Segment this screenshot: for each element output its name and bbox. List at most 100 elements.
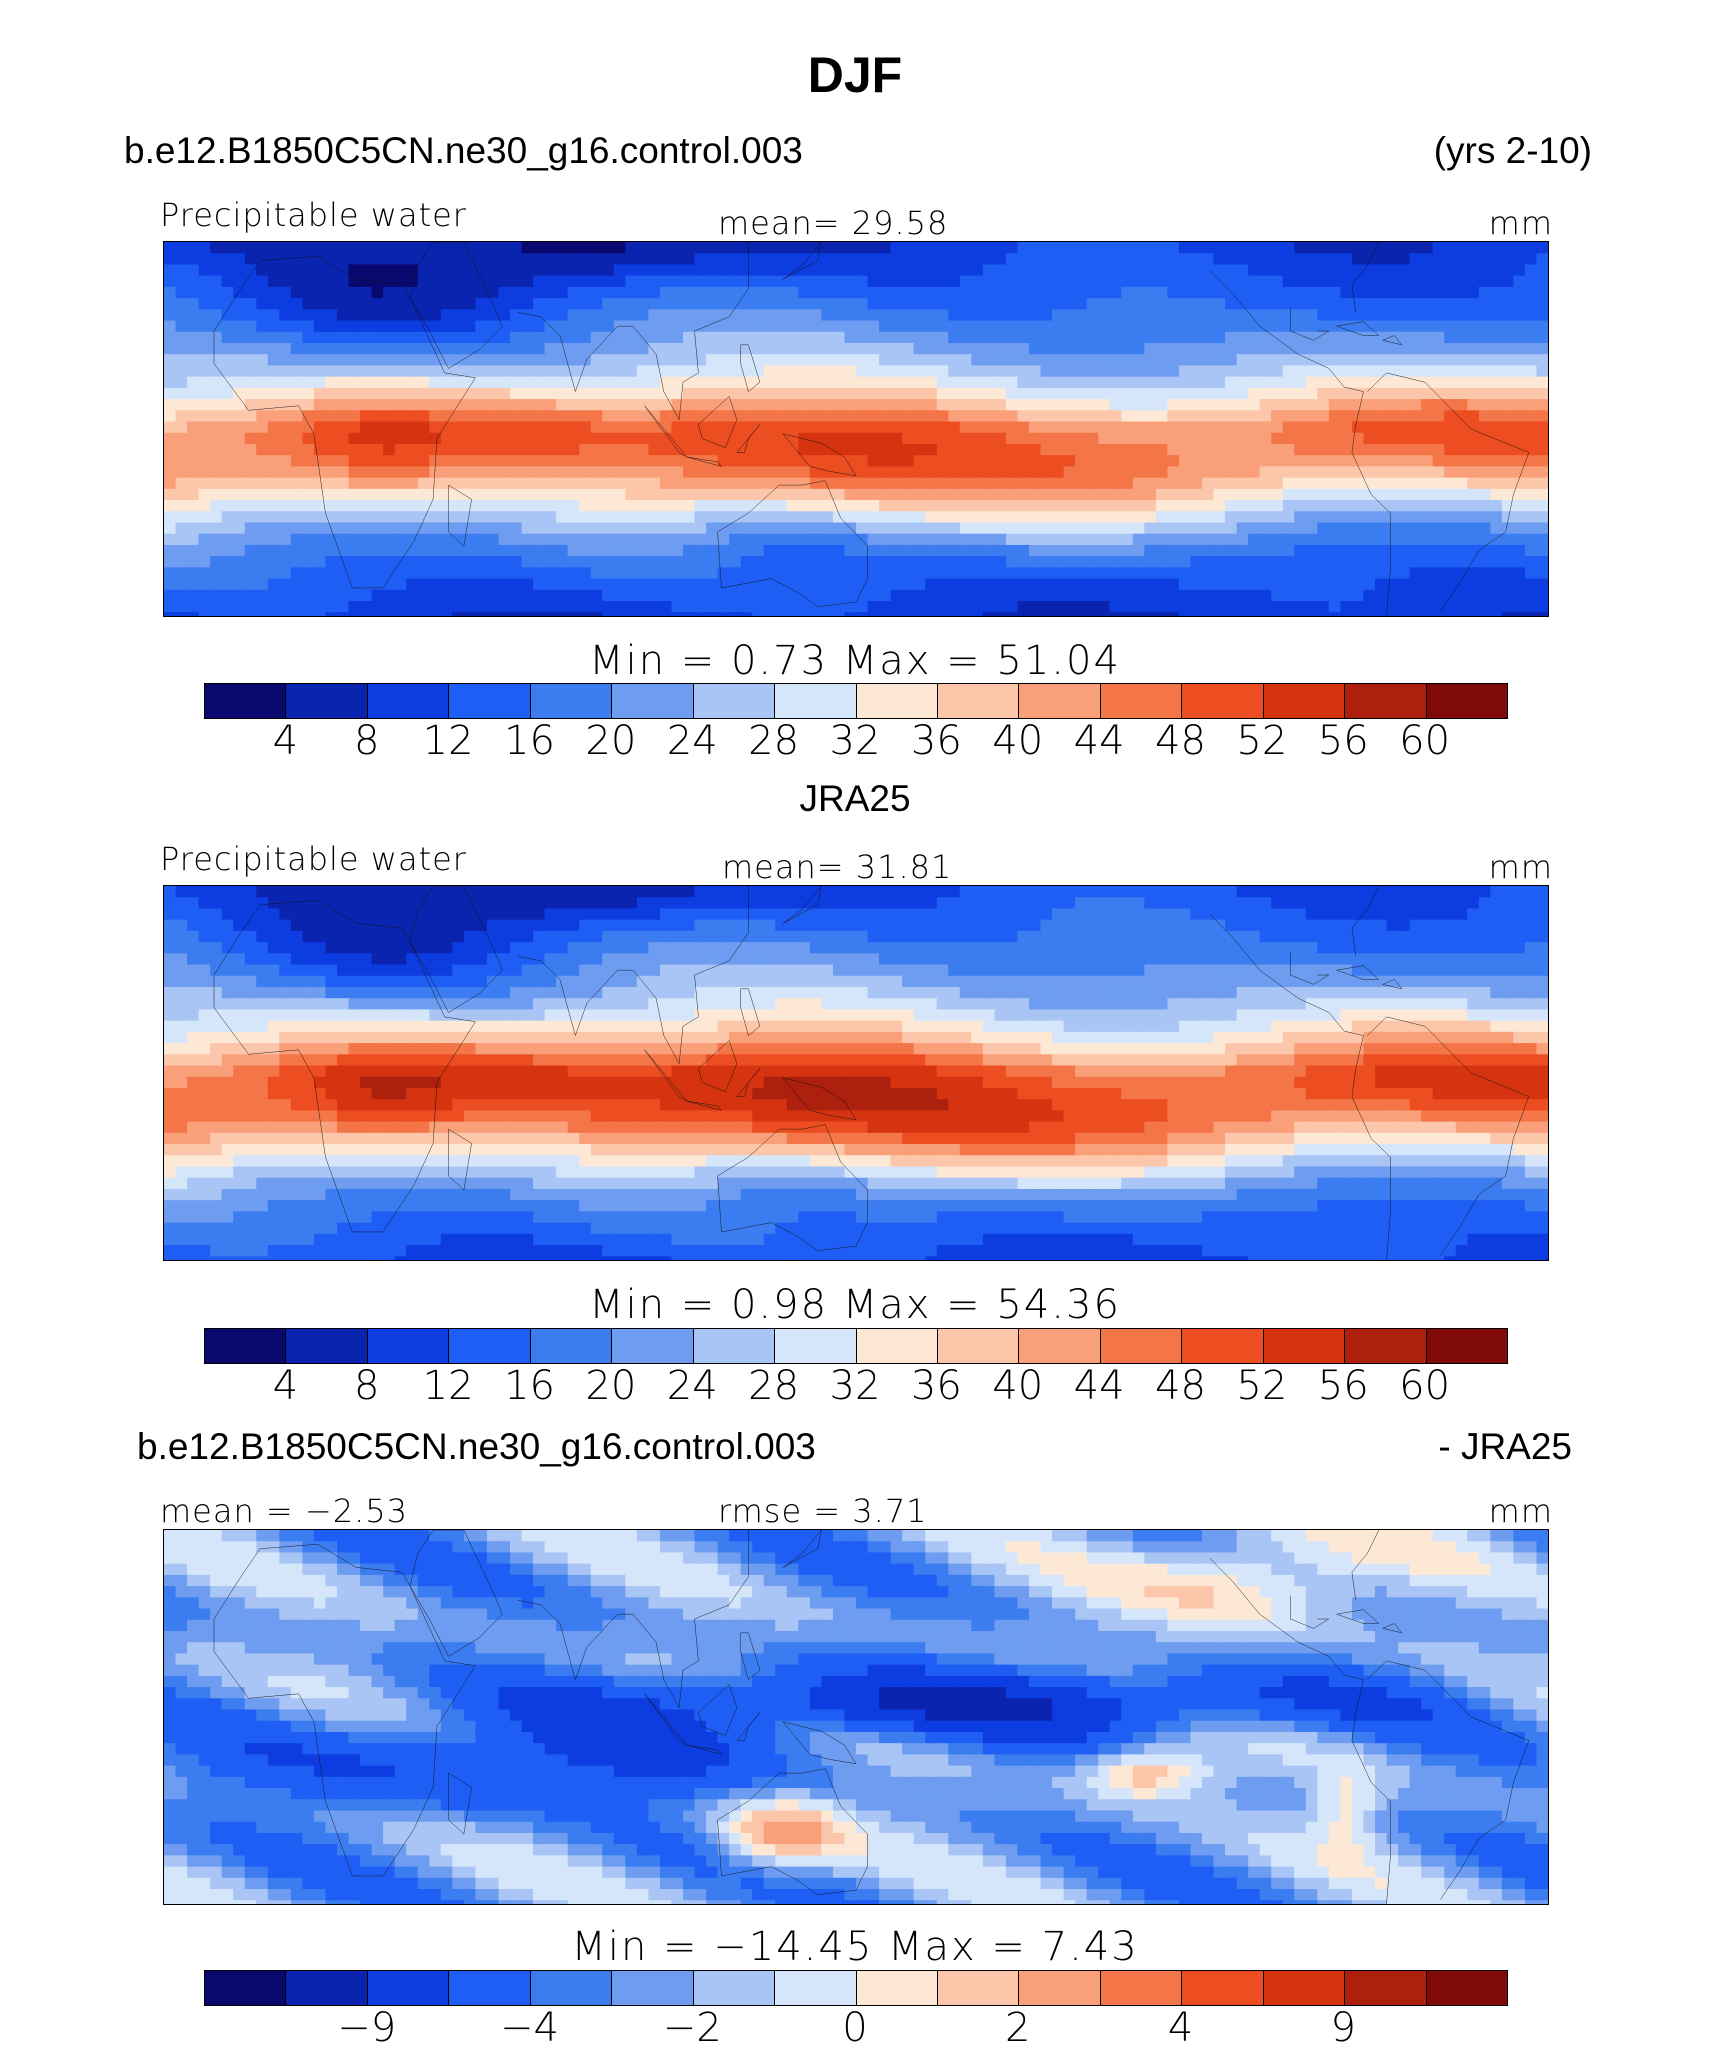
field-cell [856,275,869,289]
panel1-field [164,242,1548,616]
field-cell [844,908,858,921]
field-cell [832,399,846,412]
field-cell [1536,556,1548,569]
field-cell [1052,930,1065,944]
field-cell [510,488,523,502]
field-cell [1375,443,1388,457]
field-cell [1236,455,1250,468]
field-cell [1501,908,1515,921]
field-cell [959,897,973,910]
field-cell [925,354,938,367]
field-cell [498,919,512,933]
field-cell [360,253,373,266]
field-cell [1386,331,1400,345]
field-cell [602,466,615,479]
field-cell [867,410,881,423]
field-cell [729,365,742,378]
field-cell [348,942,362,955]
field-cell [1501,612,1515,616]
field-cell [1421,399,1434,412]
field-cell [1098,275,1111,289]
field-cell [279,264,293,277]
field-cell [636,942,650,955]
field-cell [279,477,293,490]
field-cell [198,342,212,356]
field-cell [1282,320,1296,333]
field-cell [809,522,823,535]
field-cell [590,421,604,434]
field-cell [1178,589,1192,603]
field-cell [1501,365,1515,378]
field-cell [1536,919,1548,933]
field-cell [302,544,316,558]
field-cell [913,466,927,479]
field-cell [1052,342,1065,356]
field-cell [913,601,927,614]
field-cell [544,511,558,524]
field-cell [890,331,904,345]
field-cell [579,387,592,401]
field-cell [982,886,996,899]
field-cell [775,376,788,389]
field-cell [648,511,662,524]
field-cell [452,578,466,591]
field-cell [1017,264,1031,277]
field-cell [740,309,754,322]
field-cell [971,466,985,479]
field-cell [406,511,419,524]
field-cell [763,488,777,502]
coastline [1352,242,1379,312]
field-cell [879,886,892,899]
field-cell [1444,466,1457,479]
field-cell [1248,601,1261,614]
field-cell [1132,286,1146,300]
field-cell [1305,544,1319,558]
field-cell [740,578,754,591]
field-cell [786,455,800,468]
field-cell [337,421,350,434]
field-cell [348,242,362,255]
field-cell [729,298,742,311]
field-cell [1236,533,1250,547]
field-cell [394,298,408,311]
field-cell [1513,942,1527,955]
field-cell [1017,376,1031,389]
field-cell [683,432,696,446]
field-cell [1363,897,1377,910]
field-cell [510,421,523,434]
field-cell [1432,298,1446,311]
field-cell [1328,567,1342,580]
field-cell [1259,500,1273,513]
field-cell [475,309,489,322]
field-cell [1040,500,1054,513]
field-cell [210,410,223,423]
field-cell [959,432,973,446]
field-cell [383,500,396,513]
field-cell [613,275,627,289]
field-cell [1305,533,1319,547]
field-cell [659,466,673,479]
field-cell [579,886,592,899]
field-cell [1282,331,1296,345]
field-cell [164,466,177,479]
field-cell [267,354,281,367]
field-cell [1409,286,1423,300]
field-cell [809,253,823,266]
field-cell [1109,544,1123,558]
field-cell [440,410,454,423]
field-cell [187,399,200,412]
field-cell [694,432,708,446]
field-cell [1386,253,1400,266]
field-cell [1155,309,1169,322]
field-cell [913,953,927,966]
field-cell [821,432,835,446]
field-cell [1467,556,1480,569]
field-cell [602,522,615,535]
field-cell [360,242,373,255]
field-cell [936,399,950,412]
field-cell [1098,533,1111,547]
field-cell [775,421,788,434]
field-cell [936,242,950,255]
field-cell [210,399,223,412]
field-cell [844,309,858,322]
